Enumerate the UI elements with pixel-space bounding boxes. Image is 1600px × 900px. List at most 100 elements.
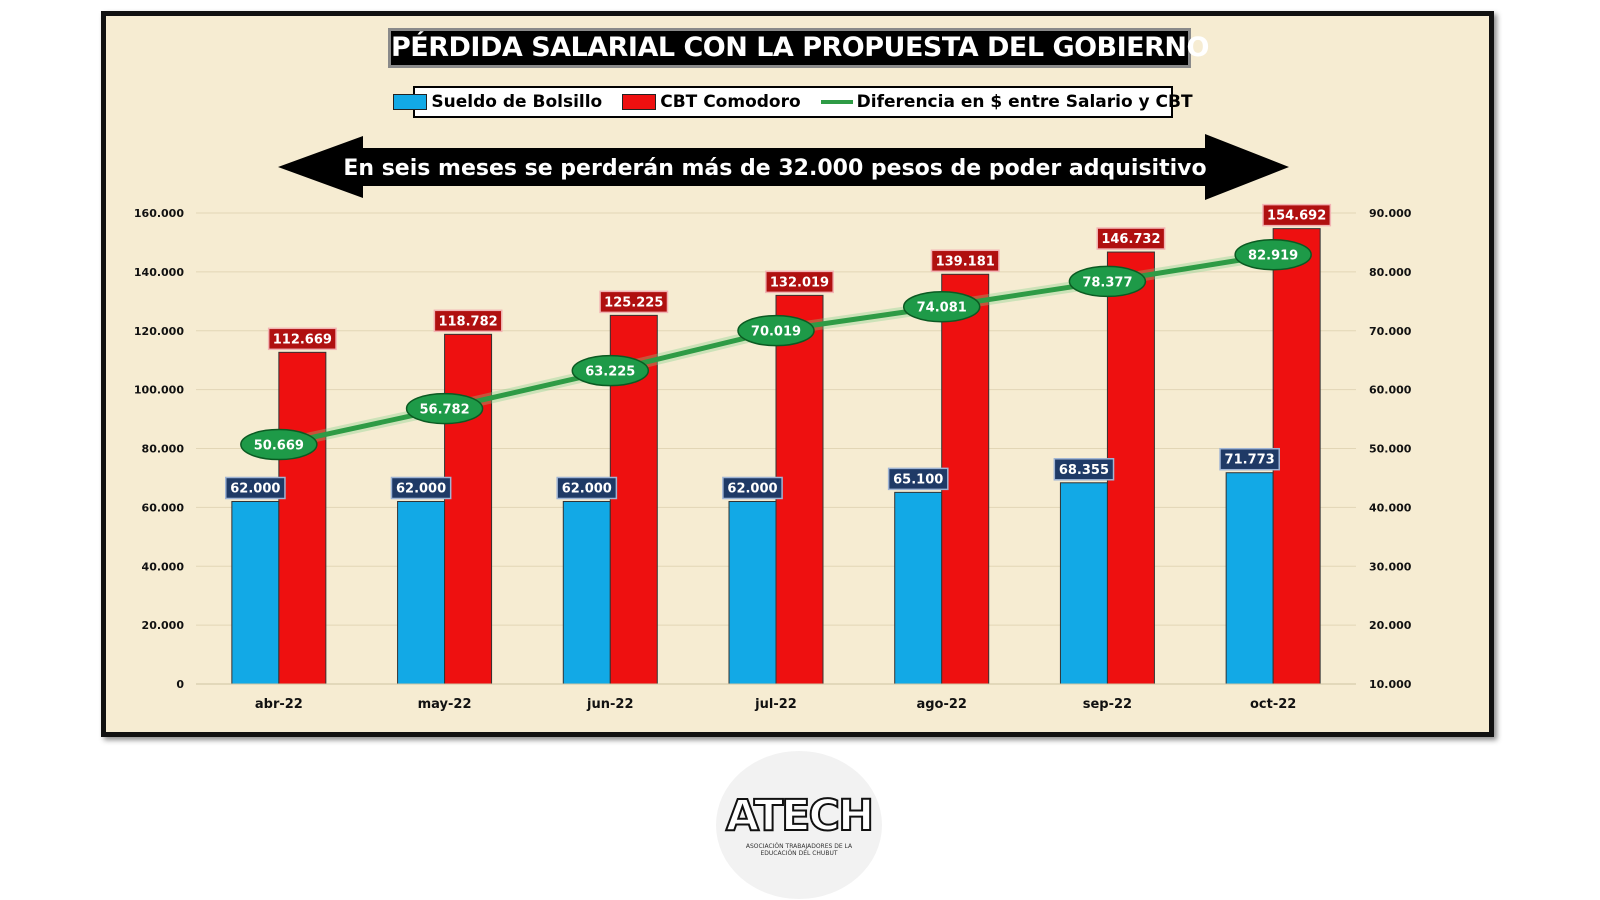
x-tick-label: abr-22 [255,697,303,712]
data-label-sueldo-box [556,476,618,500]
diff-marker [240,428,318,461]
y2-tick-label: 40.000 [1369,501,1412,514]
data-label-cbt: 125.225 [604,295,663,310]
bar-cbt [278,351,327,685]
bar-cbt [444,333,493,685]
y-tick-label: 140.000 [134,266,184,279]
data-label-sueldo-box [1219,447,1280,471]
x-tick-label: sep-22 [1083,697,1132,712]
y2-tick-label: 30.000 [1369,560,1412,573]
y-tick-label: 40.000 [142,560,185,573]
annotation-arrow: En seis meses se perderán más de 32.000 … [278,134,1289,200]
bar-sueldo [1059,482,1108,685]
diff-marker [1234,238,1312,271]
legend-label-diferencia: Diferencia en $ entre Salario y CBT [856,92,1193,112]
y2-tick-label: 70.000 [1369,325,1412,338]
legend-swatch-sueldo [393,94,428,110]
data-label-diferencia: 63.225 [585,365,635,380]
data-label-cbt-box [1262,203,1332,227]
chart-plot: En seis meses se perderán más de 32.000 … [134,134,1412,712]
data-label-cbt: 154.692 [1267,209,1326,224]
y2-tick-label: 20.000 [1369,619,1412,632]
x-tick-label: jun-22 [586,697,633,712]
logo-subtitle: ASOCIACIÓN TRABAJADORES DE LA EDUCACIÓN … [745,843,853,857]
y-tick-label: 20.000 [142,619,185,632]
legend-item-cbt: CBT Comodoro [622,92,801,112]
chart-title: PÉRDIDA SALARIAL CON LA PROPUESTA DEL GO… [388,28,1209,68]
data-label-sueldo: 62.000 [562,481,612,496]
y2-tick-label: 10.000 [1369,678,1412,691]
axes: 0 20.000 40.000 60.000 80.000 100.000 120.000 1… [134,207,1412,712]
bars [231,228,1321,685]
data-label-diferencia: 78.377 [1082,275,1132,290]
data-label-sueldo: 71.773 [1225,453,1275,468]
data-label-sueldo: 62.000 [396,481,446,496]
x-tick-label: may-22 [418,697,472,712]
chart-frame: En seis meses se perderán más de 32.000 … [101,11,1494,737]
data-label-sueldo: 62.000 [230,481,280,496]
atech-logo: ATECH ASOCIACIÓN TRABAJADORES DE LA EDUC… [716,751,882,899]
bar-cbt [1106,251,1155,685]
bar-sueldo [894,491,943,685]
x-tick-label: oct-22 [1250,697,1296,712]
y2-tick-label: 50.000 [1369,443,1412,456]
double-arrow-shape [278,134,1289,200]
bar-sueldo [397,500,446,685]
x-tick-label: ago-22 [916,697,967,712]
data-label-diferencia: 50.669 [254,439,304,454]
data-label-cbt-box [1096,227,1166,250]
legend-item-sueldo: Sueldo de Bolsillo [393,92,602,112]
data-label-sueldo-box [1053,458,1115,481]
data-label-cbt-box [765,270,834,294]
data-labels: 62.000 62.000 62.000 62.000 65.100 68.355 71.7… [225,203,1332,500]
annotation-text: En seis meses se perderán más de 32.000 … [343,156,1206,181]
data-label-cbt: 132.019 [770,275,829,290]
data-label-sueldo: 62.000 [727,481,777,496]
diff-marker [571,354,650,387]
y-tick-label: 160.000 [134,207,184,220]
data-label-cbt: 118.782 [438,314,497,329]
y2-tick-label: 80.000 [1369,266,1412,279]
y2-tick-label: 90.000 [1369,207,1412,220]
diff-marker [1068,265,1147,298]
bar-sueldo [728,500,777,685]
y-tick-label: 0 [176,678,184,691]
data-label-cbt-box [267,327,337,351]
y2-tick-label: 60.000 [1369,384,1412,397]
diff-marker [737,314,815,347]
data-label-sueldo-box [390,476,452,500]
data-label-cbt: 146.732 [1101,232,1160,247]
legend-swatch-cbt [622,94,657,110]
data-label-diferencia: 70.019 [751,325,801,340]
y-tick-label: 120.000 [134,325,184,338]
bar-sueldo [1225,472,1274,685]
y-tick-label: 60.000 [142,501,185,514]
logo-text: ATECH [725,790,875,842]
data-label-diferencia: 74.081 [917,301,967,316]
bar-cbt [775,294,824,685]
legend-swatch-diferencia [820,100,853,104]
data-label-diferencia: 82.919 [1248,249,1298,264]
legend-label-sueldo: Sueldo de Bolsillo [431,92,603,112]
legend-item-diferencia: Diferencia en $ entre Salario y CBT [820,92,1193,112]
data-label-sueldo-box [225,476,286,500]
bar-sueldo [562,500,611,685]
legend-label-cbt: CBT Comodoro [660,92,801,112]
data-label-cbt-box [433,309,503,333]
diff-marker [405,392,484,425]
data-label-sueldo: 68.355 [1059,463,1109,478]
chart-legend: Sueldo de Bolsillo CBT Comodoro Diferenc… [393,86,1193,118]
data-label-diferencia: 56.782 [419,403,469,418]
data-label-cbt-box [599,290,669,314]
diff-marker [902,290,981,323]
data-label-cbt: 112.669 [273,332,332,347]
data-label-cbt-box [930,249,1000,273]
data-label-sueldo: 65.100 [893,472,943,487]
data-label-cbt: 139.181 [936,254,995,269]
data-label-sueldo-box [887,467,949,491]
data-label-sueldo-box [722,476,783,500]
bar-sueldo [231,500,280,685]
x-tick-label: jul-22 [754,697,797,712]
y-tick-label: 80.000 [142,443,185,456]
y-tick-label: 100.000 [134,384,184,397]
